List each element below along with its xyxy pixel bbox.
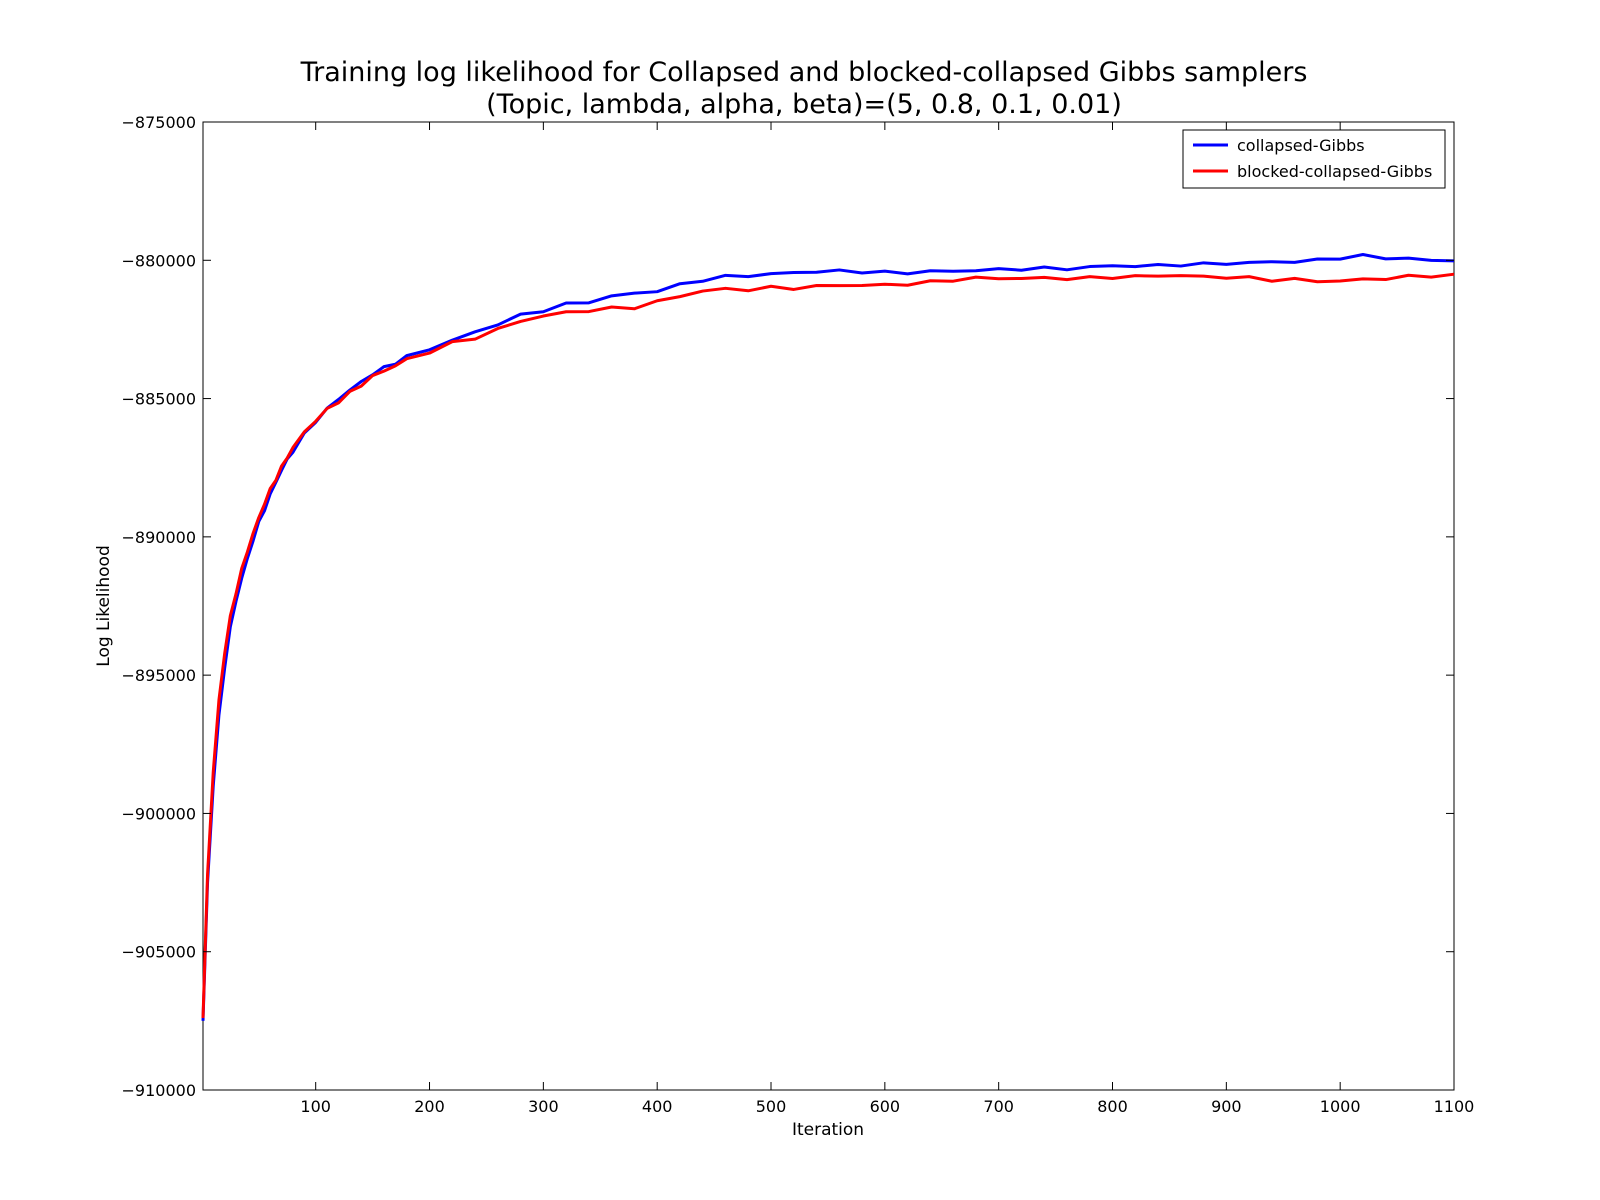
- x-tick-label: 1000: [1320, 1097, 1361, 1116]
- series-line-collapsed-gibbs: [201, 253, 1455, 1021]
- y-tick-label: −885000: [122, 390, 196, 409]
- x-tick-label: 400: [642, 1097, 673, 1116]
- x-tick-label: 200: [414, 1097, 445, 1116]
- y-tick-label: −890000: [122, 528, 196, 547]
- legend-label-collapsed-gibbs: collapsed-Gibbs: [1237, 136, 1365, 155]
- y-axis: −875000 −880000 −885000 −890000 −895000 −9000…: [122, 113, 1454, 1100]
- y-axis-label: Log Likelihood: [94, 545, 114, 666]
- legend-label-blocked-collapsed-gibbs: blocked-collapsed-Gibbs: [1237, 162, 1432, 181]
- x-tick-label: 900: [1211, 1097, 1242, 1116]
- chart-title: Training log likelihood for Collapsed an…: [300, 57, 1308, 88]
- chart-subtitle: (Topic, lambda, alpha, beta)=(5, 0.8, 0.…: [486, 89, 1122, 120]
- x-tick-label: 700: [983, 1097, 1014, 1116]
- series-line-blocked-collapsed-gibbs: [201, 272, 1455, 1019]
- x-tick-label: 300: [528, 1097, 559, 1116]
- y-tick-label: −895000: [122, 666, 196, 685]
- legend: collapsed-Gibbs blocked-collapsed-Gibbs: [1182, 129, 1446, 189]
- series-layer: [201, 253, 1455, 1021]
- plot-area: [202, 121, 1455, 1091]
- x-tick-label: 800: [1097, 1097, 1128, 1116]
- y-tick-label: −905000: [122, 943, 196, 962]
- legend-box: [1182, 129, 1446, 189]
- x-axis-label: Iteration: [792, 1120, 864, 1140]
- y-tick-label: −880000: [122, 251, 196, 270]
- x-tick-label: 100: [300, 1097, 331, 1116]
- x-tick-label: 600: [870, 1097, 901, 1116]
- y-tick-label: −875000: [122, 113, 196, 132]
- x-tick-label: 1100: [1434, 1097, 1475, 1116]
- y-tick-label: −900000: [122, 804, 196, 823]
- y-tick-label: −910000: [122, 1081, 196, 1100]
- x-axis: 100 200 300 400 500 600 700 800 900 1000 1100: [300, 122, 1474, 1116]
- x-tick-label: 500: [756, 1097, 787, 1116]
